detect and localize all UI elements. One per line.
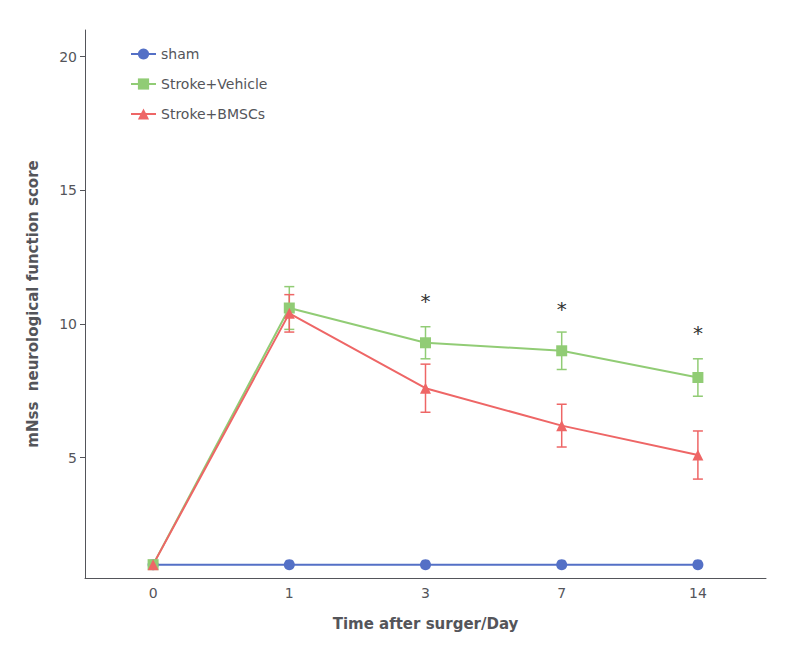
svg-text:sham: sham [161,46,199,62]
svg-text:Stroke+BMSCs: Stroke+BMSCs [161,106,265,122]
svg-text:*: * [693,321,703,345]
svg-text:1: 1 [285,585,294,601]
svg-text:Time after surger/Day: Time after surger/Day [333,615,519,633]
svg-text:10: 10 [59,316,77,332]
svg-text:mNss neurological function sc: mNss neurological function score [24,160,42,447]
svg-text:14: 14 [689,585,707,601]
svg-text:*: * [557,297,567,321]
svg-text:15: 15 [59,182,77,198]
svg-text:0: 0 [149,585,158,601]
svg-text:*: * [421,289,431,313]
svg-text:5: 5 [68,450,77,466]
svg-text:3: 3 [421,585,430,601]
svg-text:7: 7 [557,585,566,601]
svg-text:Stroke+Vehicle: Stroke+Vehicle [161,76,267,92]
svg-text:20: 20 [59,49,77,65]
